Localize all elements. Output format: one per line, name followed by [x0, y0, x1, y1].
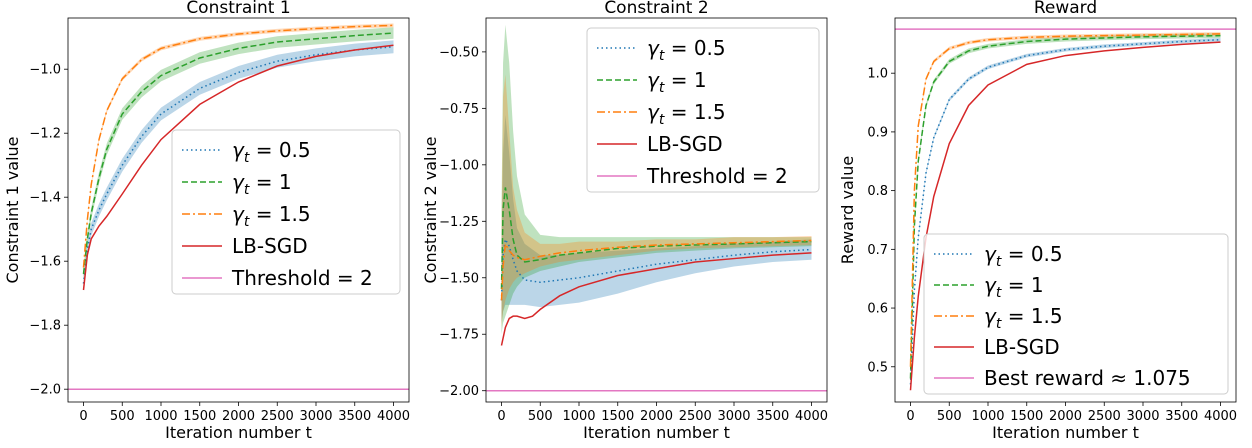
x-tick-label: 3500 — [338, 409, 371, 424]
series-line-2 — [500, 187, 812, 290]
plot-area — [486, 24, 827, 392]
confidence-band-1 — [501, 115, 812, 323]
y-tick-label: −2.0 — [29, 383, 61, 398]
x-axis-label: Iteration number t — [992, 423, 1139, 442]
legend: γt = 0.5 γt = 1 γt = 1.5 LB-SGD Threshold = … — [171, 129, 401, 295]
y-tick-label: 0.5 — [867, 360, 888, 375]
x-tick-label: 2000 — [1049, 409, 1082, 424]
series-line-3 — [500, 239, 812, 301]
y-tick-label: −1.25 — [439, 215, 479, 230]
y-tick-label: 0.6 — [867, 302, 888, 317]
y-tick-label: 0.7 — [867, 243, 888, 258]
legend: γt = 0.5 γt = 1 γt = 1.5 LB-SGD Threshold = … — [586, 27, 820, 193]
plot-area — [68, 23, 409, 390]
y-tick-label: −1.00 — [439, 158, 479, 173]
x-tick-label: 1500 — [1010, 409, 1043, 424]
legend-label: γt = 0.5 — [647, 36, 726, 64]
x-tick-label: 3500 — [756, 409, 789, 424]
series-line-3 — [909, 33, 1221, 367]
legend-label: γt = 1.5 — [647, 100, 726, 128]
series-line-1 — [909, 38, 1221, 385]
chart-title: Constraint 1 — [186, 0, 290, 18]
y-tick-label: 1.0 — [867, 67, 888, 82]
x-tick-label: 2500 — [1088, 409, 1121, 424]
series-line-2 — [82, 32, 394, 275]
y-tick-label: 0.9 — [867, 125, 888, 140]
x-tick-label: 4000 — [1204, 409, 1237, 424]
series-line-4 — [909, 41, 1221, 391]
y-tick-label: −1.4 — [29, 191, 61, 206]
x-axis-label: Iteration number t — [583, 423, 730, 442]
x-tick-label: 500 — [937, 409, 962, 424]
y-axis-label: Constraint 1 value — [3, 136, 22, 283]
y-tick-label: −1.0 — [29, 63, 61, 78]
x-tick-label: 1500 — [183, 409, 216, 424]
legend-box — [586, 27, 820, 193]
legend-label: LB-SGD — [984, 335, 1060, 359]
legend-label: Best reward ≈ 1.075 — [984, 366, 1191, 390]
chart-panel-1: 0 500 1000 1500 2000 2500 3000 3500 4000 −2.0 −1.8… — [3, 0, 410, 442]
x-tick-label: 2500 — [679, 409, 712, 424]
x-tick-label: 1000 — [144, 409, 177, 424]
x-tick-label: 500 — [528, 409, 553, 424]
series-line-1 — [82, 46, 394, 284]
y-tick-label: −0.50 — [439, 45, 479, 60]
x-tick-label: 2000 — [640, 409, 673, 424]
y-axis-label: Reward value — [838, 156, 857, 264]
x-tick-label: 0 — [906, 409, 914, 424]
series-line-3 — [82, 24, 394, 268]
x-axis-label: Iteration number t — [165, 423, 312, 442]
y-tick-label: −1.2 — [29, 127, 61, 142]
plot-area — [895, 28, 1236, 391]
legend-label: LB-SGD — [647, 132, 723, 156]
x-tick-label: 1000 — [562, 409, 595, 424]
chart-title: Reward — [1034, 0, 1097, 18]
y-tick-label: −2.00 — [439, 384, 479, 399]
legend-label: γt = 0.5 — [232, 138, 311, 166]
chart-title: Constraint 2 — [604, 0, 708, 18]
x-tick-label: 2000 — [222, 409, 255, 424]
x-tick-label: 3000 — [1126, 409, 1159, 424]
legend-label: γt = 1.5 — [232, 202, 311, 230]
x-tick-label: 500 — [110, 409, 135, 424]
x-tick-label: 3000 — [299, 409, 332, 424]
legend-label: Threshold = 2 — [231, 266, 373, 290]
legend-label: γt = 1.5 — [984, 304, 1063, 332]
x-tick-label: 1500 — [601, 409, 634, 424]
series-line-4 — [82, 44, 394, 291]
y-tick-label: −1.50 — [439, 271, 479, 286]
chart-panel-3: 0 500 1000 1500 2000 2500 3000 3500 4000 0.5 0.6 0.… — [838, 0, 1237, 442]
y-tick-label: −1.75 — [439, 328, 479, 343]
legend-label: γt = 0.5 — [984, 242, 1063, 270]
series-line-4 — [500, 252, 812, 346]
x-tick-label: 3500 — [1165, 409, 1198, 424]
x-tick-label: 1000 — [971, 409, 1004, 424]
y-axis-label: Constraint 2 value — [421, 136, 440, 283]
legend: γt = 0.5 γt = 1 γt = 1.5 LB-SGD Best reward … — [923, 233, 1229, 395]
legend-label: LB-SGD — [232, 234, 308, 258]
y-tick-label: −0.75 — [439, 102, 479, 117]
legend-label: Threshold = 2 — [646, 164, 788, 188]
legend-box — [171, 129, 401, 295]
chart-panel-2: 0 500 1000 1500 2000 2500 3000 3500 4000 −2.00 −1.… — [421, 0, 828, 442]
y-tick-label: 0.8 — [867, 184, 888, 199]
x-tick-label: 3000 — [717, 409, 750, 424]
legend-label: γt = 1 — [647, 68, 707, 96]
x-tick-label: 0 — [79, 409, 87, 424]
x-tick-label: 2500 — [261, 409, 294, 424]
y-tick-label: −1.6 — [29, 255, 61, 270]
x-tick-label: 0 — [497, 409, 505, 424]
series-line-2 — [909, 34, 1221, 379]
y-tick-label: −1.8 — [29, 319, 61, 334]
legend-box — [923, 233, 1229, 395]
x-tick-label: 4000 — [377, 409, 410, 424]
x-tick-label: 4000 — [795, 409, 828, 424]
legend-label: γt = 1 — [232, 170, 292, 198]
confidence-band-2 — [501, 24, 812, 335]
legend-label: γt = 1 — [984, 273, 1044, 301]
